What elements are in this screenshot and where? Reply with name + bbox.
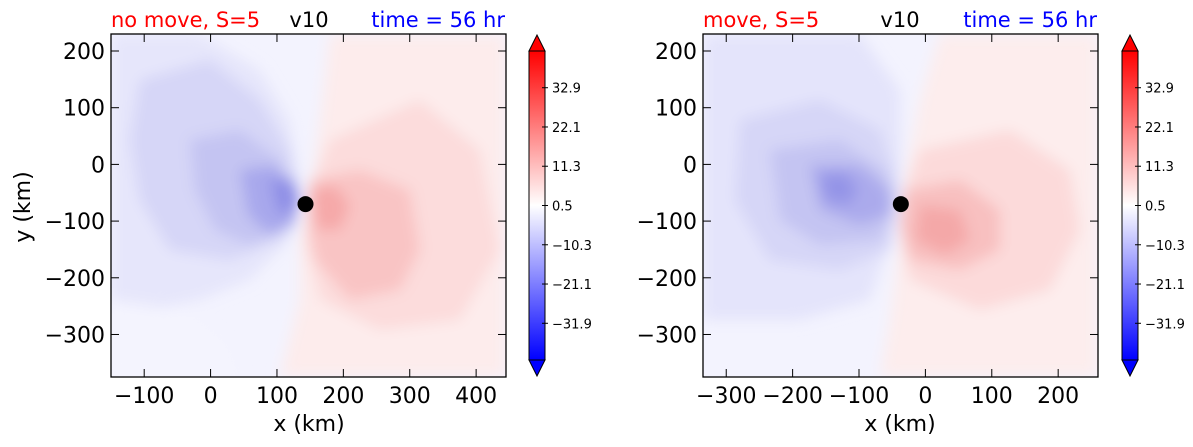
y-tick-label: 0 [683,153,697,178]
storm-center-marker [892,196,909,213]
colorbar-tick-label: −21.1 [552,278,592,293]
colorbar: 32.9 22.1 11.3 0.5 −10.3 −21.1 −31.9 [1121,33,1185,378]
colorbar-tick-label: 11.3 [552,160,581,175]
x-tick-label: 100 [971,384,1013,409]
panel-title-right: time = 56 hr [963,8,1097,32]
y-tick-label: −300 [45,323,105,348]
y-tick-label: 100 [655,97,697,122]
x-tick-label: 200 [322,384,364,409]
contour-field [111,34,506,377]
storm-center-marker [297,196,314,213]
y-tick-label: −300 [637,323,697,348]
x-tick-label: 0 [204,384,218,409]
plot-frame [110,33,507,378]
x-tick-label: −200 [762,384,822,409]
colorbar-extend-min [528,359,546,378]
x-ticks: −100 0 100 200 300 400 [114,34,497,409]
y-tick-label: 200 [655,40,697,65]
colorbar-ticks: 32.9 22.1 11.3 0.5 −10.3 −21.1 −31.9 [1135,82,1185,332]
panel-move: move, S=5 v10 time = 56 hr −300 −200 −100 0… [637,8,1185,437]
panel-title-center: v10 [289,8,328,32]
panel-title-right: time = 56 hr [371,8,505,32]
y-tick-label: 100 [63,97,105,122]
x-tick-label: 300 [389,384,431,409]
colorbar-tick-label: 0.5 [552,200,573,215]
panel-title-left: no move, S=5 [111,8,260,32]
x-tick-label: −100 [829,384,889,409]
y-tick-label: −100 [45,210,105,235]
panel-title-left: move, S=5 [703,8,819,32]
colorbar-tick-label: −10.3 [1145,239,1185,254]
colorbar-tick-label: 22.1 [1145,121,1174,136]
y-tick-label: 0 [91,153,105,178]
x-axis-label: x (km) [864,412,935,437]
y-tick-label: 200 [63,40,105,65]
colorbar-tick-label: −31.9 [1145,317,1185,332]
y-tick-label: −200 [45,267,105,292]
colorbar-tick-label: −10.3 [552,239,592,254]
colorbar-extend-max [528,33,546,52]
x-ticks: −300 −200 −100 0 100 200 [696,34,1079,409]
colorbar-extend-max [1121,33,1139,52]
colorbar: 32.9 22.1 11.3 0.5 −10.3 −21.1 −31.9 [528,33,592,378]
y-axis-label: y (km) [11,171,36,242]
colorbar-tick-label: −21.1 [1145,278,1185,293]
colorbar-tick-label: 0.5 [1145,200,1166,215]
colorbar-tick-label: 22.1 [552,121,581,136]
y-tick-label: −200 [637,267,697,292]
colorbar-tick-label: 11.3 [1145,160,1174,175]
x-tick-label: −300 [696,384,756,409]
colorbar-tick-label: 32.9 [552,82,581,97]
x-tick-label: −100 [114,384,174,409]
x-tick-label: 100 [256,384,298,409]
colorbar-ticks: 32.9 22.1 11.3 0.5 −10.3 −21.1 −31.9 [542,82,592,332]
colorbar-extend-min [1121,359,1139,378]
y-ticks: 200 100 0 −100 −200 −300 [45,40,506,348]
panel-no-move: no move, S=5 v10 time = 56 hr −100 0 100 20… [11,8,592,437]
colorbar-tick-label: −31.9 [552,317,592,332]
y-tick-label: −100 [637,210,697,235]
x-tick-label: 200 [1037,384,1079,409]
panel-title-center: v10 [880,8,919,32]
x-tick-label: 400 [455,384,497,409]
plot-frame [702,33,1099,378]
y-ticks: 200 100 0 −100 −200 −300 [637,40,1098,348]
contour-field [703,34,1098,377]
colorbar-tick-label: 32.9 [1145,82,1174,97]
x-tick-label: 0 [918,384,932,409]
x-axis-label: x (km) [273,412,344,437]
